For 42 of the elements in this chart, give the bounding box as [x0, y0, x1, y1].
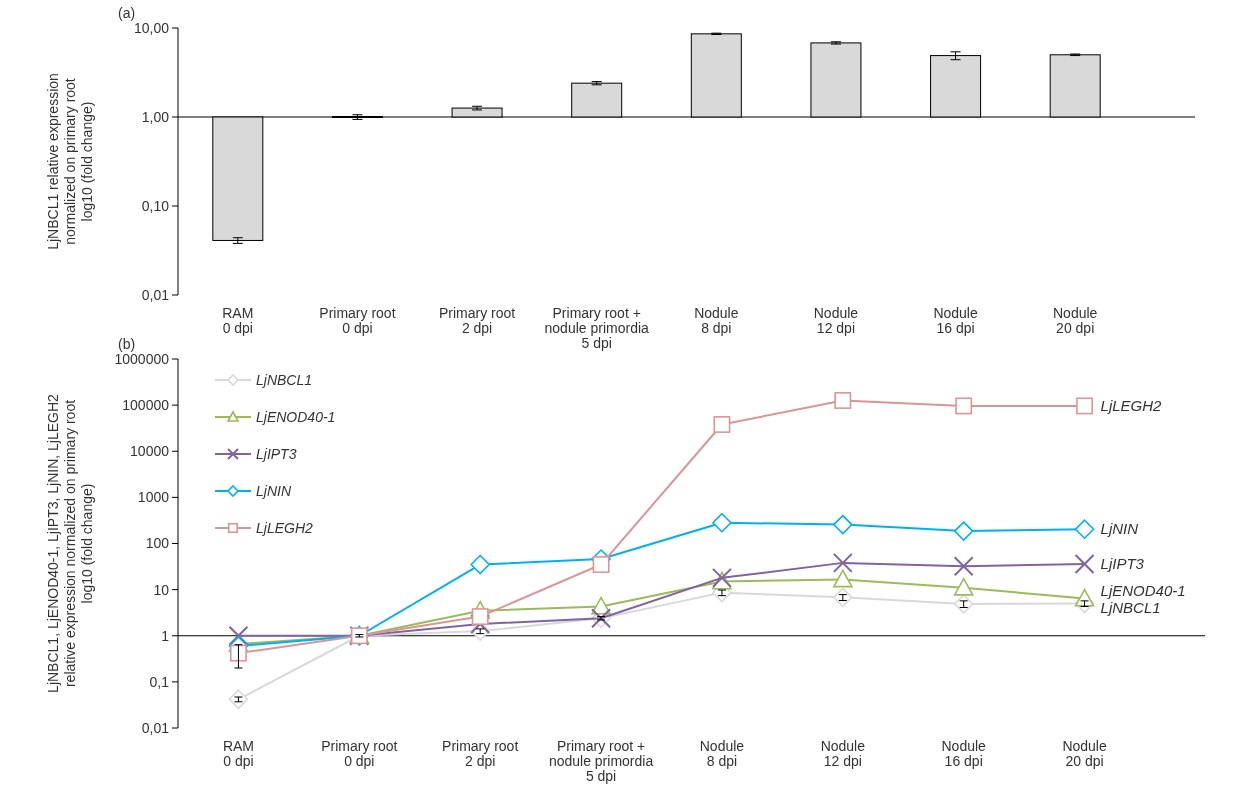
- y-tick-label: 1000: [137, 489, 170, 506]
- x-tick-label: Primary root + nodule primordia 5 dpi: [548, 738, 654, 785]
- text: LjNBCL1: [1100, 598, 1161, 616]
- legend-label: LjIPT3: [256, 445, 297, 462]
- x-tick-label: RAM 0 dpi: [222, 305, 254, 337]
- y-tick-label: 1: [161, 627, 170, 644]
- x-tick-label: Primary root 2 dpi: [442, 738, 519, 770]
- text: LjIPT3: [1100, 555, 1144, 573]
- x-tick-label: Primary root 2 dpi: [438, 305, 516, 337]
- x-tick-label: Nodule 20 dpi: [1062, 738, 1107, 770]
- y-tick-label: 10,00: [133, 19, 170, 36]
- chart-title: (b): [118, 336, 136, 352]
- legend-label: LjNIN: [256, 482, 292, 499]
- legend-label: LjLEGH2: [256, 519, 314, 536]
- y-tick-label: 100000: [122, 397, 170, 414]
- y-tick-label: 10: [153, 581, 170, 598]
- x-tick-label: Primary root + nodule primordia 5 dpi: [544, 305, 650, 352]
- y-tick-label: 0,01: [141, 719, 170, 736]
- text: LjNIN: [1100, 520, 1139, 538]
- y-tick-label: 0,1: [149, 673, 170, 690]
- x-tick-label: RAM 0 dpi: [222, 738, 254, 770]
- x-tick-label: Nodule 16 dpi: [941, 738, 987, 770]
- legend-label: LjENOD40-1: [256, 408, 336, 425]
- x-tick-label: Nodule 16 dpi: [933, 305, 978, 337]
- text: LjENOD40-1: [1100, 581, 1186, 599]
- x-tick-label: Primary root 0 dpi: [321, 738, 398, 770]
- y-tick-label: 0,10: [141, 197, 170, 214]
- y-tick-label: 100: [145, 535, 170, 552]
- chart-title: (a): [118, 5, 136, 21]
- text: LjLEGH2: [1100, 397, 1162, 415]
- y-axis-title: LjNBCL1, LjENOD40-1, LjIPT3, LjNIN, LjLEGH2 relative expression normalized on primary root log10 (fold change): [45, 393, 95, 693]
- x-tick-label: Nodule 8 dpi: [694, 305, 739, 337]
- y-tick-label: 0,01: [141, 286, 170, 303]
- y-tick-label: 1,00: [141, 108, 170, 125]
- x-tick-label: Primary root 0 dpi: [319, 305, 396, 337]
- x-tick-label: Nodule 12 dpi: [820, 738, 866, 770]
- y-axis-title: LjNBCL1 relative expression normalized on primary root log10 (fold change): [45, 73, 95, 250]
- y-tick-label: 10000: [130, 443, 170, 460]
- legend-label: LjNBCL1: [256, 371, 313, 388]
- x-tick-label: Nodule 20 dpi: [1053, 305, 1098, 337]
- x-tick-label: Nodule 8 dpi: [699, 738, 745, 770]
- x-tick-label: Nodule 12 dpi: [813, 305, 859, 337]
